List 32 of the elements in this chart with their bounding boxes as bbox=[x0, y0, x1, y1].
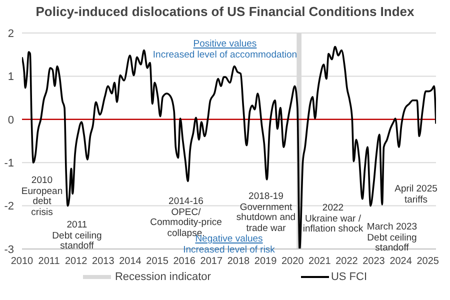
x-tick-label: 2020 bbox=[281, 256, 304, 268]
x-tick-label: 2012 bbox=[64, 256, 88, 268]
x-tick-label: 2014 bbox=[119, 256, 142, 268]
x-tick-label: 2015 bbox=[146, 256, 169, 268]
chart-title: Policy-induced dislocations of US Financial Conditions Index bbox=[34, 4, 416, 19]
y-tick-label: -2 bbox=[4, 200, 14, 213]
y-tick-label: 0 bbox=[8, 114, 14, 126]
x-tick-label: 2022 bbox=[336, 256, 358, 268]
y-tick-label: 2 bbox=[8, 28, 14, 40]
legend-label: Recession indicator bbox=[114, 271, 211, 283]
legend-label: US FCI bbox=[330, 271, 368, 283]
annotation: Positive values Increased level of accommodation bbox=[152, 38, 298, 60]
annotation: 2018-19 Government shutdown and trade war bbox=[236, 191, 296, 234]
x-tick-label: 2016 bbox=[173, 256, 196, 268]
x-tick-label: 2025 bbox=[416, 256, 440, 268]
y-tick-label: -3 bbox=[4, 244, 14, 256]
y-tick-label: -1 bbox=[4, 158, 14, 170]
x-tick-label: 2011 bbox=[38, 256, 60, 268]
x-tick-label: 2013 bbox=[92, 256, 115, 268]
annotation: 2010 European debt crisis bbox=[21, 175, 63, 218]
x-tick-label: 2024 bbox=[390, 256, 412, 268]
y-tick-label: 1 bbox=[8, 71, 14, 84]
x-tick-label: 2021 bbox=[308, 256, 332, 268]
annotation: 2022 Ukraine war / inflation shock bbox=[302, 202, 364, 235]
x-tick-label: 2017 bbox=[200, 256, 223, 268]
x-tick-label: 2019 bbox=[254, 256, 278, 268]
x-tick-label: 2018 bbox=[227, 256, 250, 268]
annotation: 2011 Debt ceiling standoff bbox=[52, 219, 102, 252]
annotation: April 2025 tariffs bbox=[394, 184, 438, 206]
x-tick-label: 2010 bbox=[10, 256, 34, 268]
x-tick-label: 2023 bbox=[362, 256, 386, 268]
annotation: March 2023 Debt ceiling standoff bbox=[366, 221, 418, 254]
